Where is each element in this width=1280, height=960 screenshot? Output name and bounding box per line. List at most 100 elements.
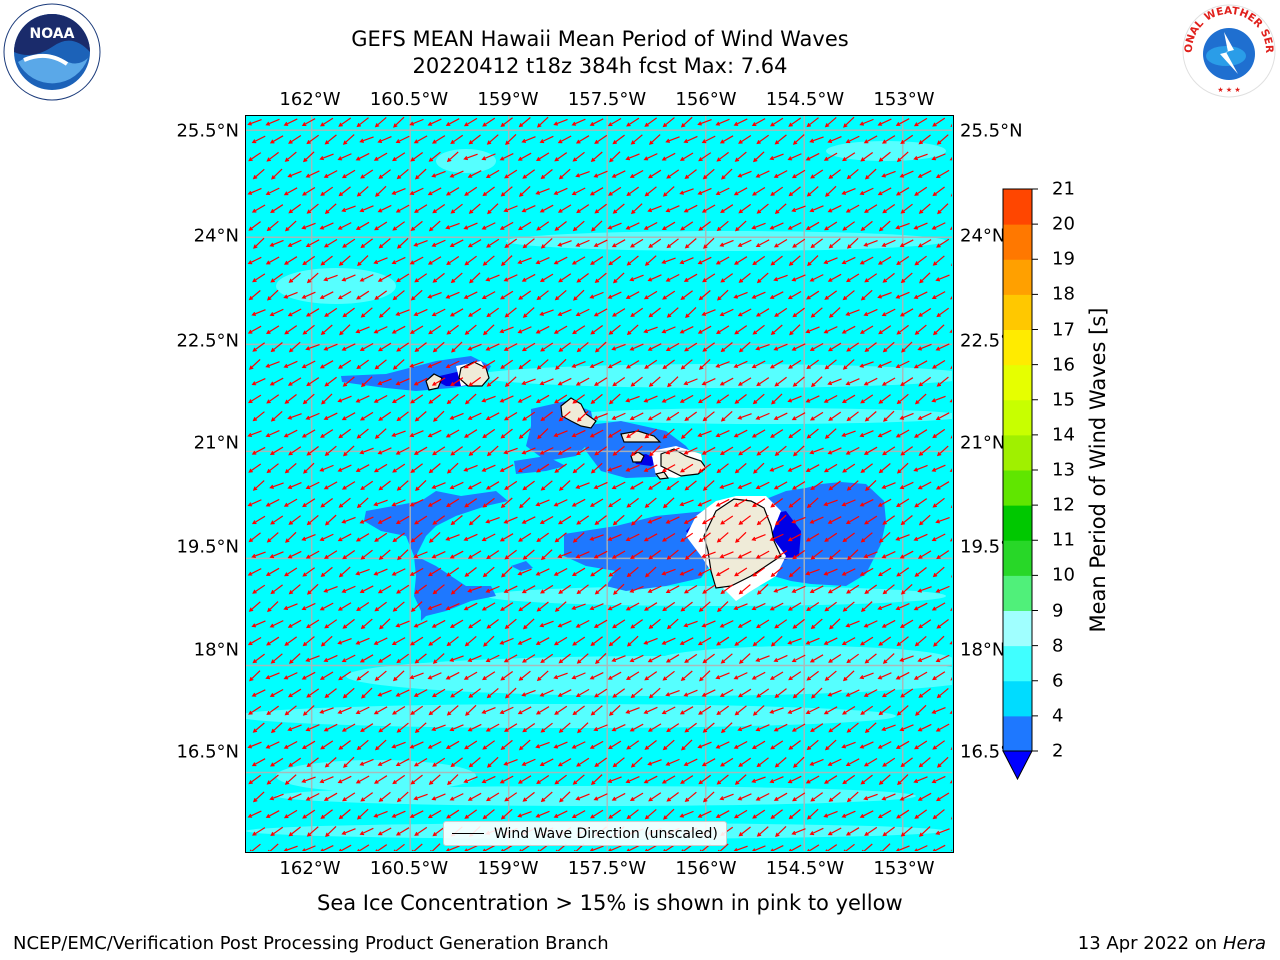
wind-wave-arrow <box>949 398 952 403</box>
wind-wave-arrow <box>643 290 658 300</box>
wind-wave-arrow <box>770 429 784 438</box>
wind-wave-arrow <box>882 584 895 595</box>
wind-wave-arrow <box>878 774 891 785</box>
wind-wave-arrow <box>877 672 892 680</box>
wind-wave-arrow <box>375 844 388 851</box>
wind-wave-arrow <box>792 687 805 699</box>
wind-wave-arrow <box>611 723 626 732</box>
wind-wave-arrow <box>608 845 622 851</box>
wind-wave-arrow <box>503 516 518 524</box>
wind-wave-arrow <box>756 514 769 526</box>
wind-wave-arrow <box>287 308 302 317</box>
wind-wave-arrow <box>319 533 334 541</box>
wind-wave-arrow <box>301 360 316 369</box>
wind-wave-arrow <box>701 377 716 386</box>
wind-wave-arrow <box>248 152 262 162</box>
wind-wave-arrow <box>359 654 374 663</box>
wind-wave-arrow <box>518 670 531 681</box>
wind-wave-arrow <box>717 601 729 613</box>
wind-wave-arrow <box>287 377 302 386</box>
wind-wave-arrow <box>247 187 262 195</box>
wind-wave-arrow <box>698 358 711 370</box>
wind-wave-arrow <box>630 688 643 699</box>
wind-wave-arrow <box>626 117 640 127</box>
wind-wave-arrow <box>828 411 842 421</box>
wind-wave-arrow <box>359 827 374 836</box>
wind-wave-arrow <box>324 376 337 387</box>
wind-wave-arrow <box>251 446 266 455</box>
y-tick-right: 21°N <box>960 432 1006 454</box>
wind-wave-arrow <box>787 222 802 230</box>
wind-wave-arrow <box>251 309 266 316</box>
wind-wave-arrow <box>665 136 680 143</box>
wind-wave-arrow <box>611 343 626 351</box>
wind-wave-arrow <box>396 480 409 491</box>
wind-wave-arrow <box>625 153 640 161</box>
wind-wave-arrow <box>503 205 518 213</box>
wind-wave-arrow <box>720 204 734 213</box>
wind-wave-arrow <box>734 462 747 474</box>
wind-wave-arrow <box>450 203 463 214</box>
y-tick-right: 25.5°N <box>960 120 1023 142</box>
wind-wave-arrow <box>733 187 748 196</box>
x-tick-top: 154.5°W <box>765 89 845 110</box>
wind-wave-arrow <box>395 378 410 386</box>
wind-wave-arrow <box>377 204 392 213</box>
wind-wave-arrow <box>251 377 266 386</box>
wind-wave-arrow <box>917 586 932 593</box>
x-tick-top: 160.5°W <box>369 89 449 110</box>
wind-wave-arrow <box>323 481 338 490</box>
wind-wave-arrow <box>716 705 730 716</box>
wind-wave-arrow <box>306 377 320 387</box>
wind-wave-arrow <box>917 550 932 559</box>
wind-wave-arrow <box>283 603 298 611</box>
y-tick-left: 24°N <box>193 225 239 247</box>
wind-wave-arrow <box>915 704 927 716</box>
wind-wave-arrow <box>360 549 373 560</box>
wind-wave-arrow <box>877 603 892 610</box>
wind-wave-arrow <box>716 463 729 474</box>
wind-wave-arrow <box>882 135 896 144</box>
wind-wave-arrow <box>841 325 856 334</box>
wind-wave-arrow <box>882 653 895 664</box>
wind-wave-arrow <box>680 359 693 370</box>
wind-wave-arrow <box>287 170 302 178</box>
wind-wave-arrow <box>931 395 946 403</box>
wind-wave-arrow <box>522 480 535 491</box>
wind-wave-arrow <box>377 273 392 282</box>
wind-wave-arrow <box>859 118 874 126</box>
wind-wave-arrow <box>464 255 477 266</box>
wind-wave-arrow <box>643 464 658 472</box>
wind-wave-arrow <box>738 203 752 214</box>
wind-wave-arrow <box>287 724 302 732</box>
wind-wave-arrow <box>269 377 284 386</box>
wind-wave-arrow <box>864 722 877 734</box>
wind-wave-arrow <box>661 775 676 784</box>
wind-wave-arrow <box>409 567 424 576</box>
wind-wave-arrow <box>415 480 427 492</box>
x-tick-bottom: 153°W <box>873 858 935 879</box>
wind-wave-arrow <box>266 705 280 716</box>
wind-wave-arrow <box>698 152 712 162</box>
wind-wave-arrow <box>265 498 280 507</box>
wind-wave-arrow <box>751 222 766 230</box>
wind-wave-arrow <box>266 151 279 162</box>
wind-wave-arrow <box>360 376 373 388</box>
wind-wave-arrow <box>373 394 388 403</box>
wind-wave-arrow <box>716 636 730 646</box>
wind-wave-arrow <box>827 585 842 594</box>
wind-wave-arrow <box>360 792 374 802</box>
wind-wave-arrow <box>864 204 878 213</box>
wind-wave-arrow <box>481 291 496 300</box>
wind-wave-arrow <box>900 515 913 526</box>
wind-wave-arrow <box>251 204 266 213</box>
wind-wave-arrow <box>305 170 320 178</box>
wind-wave-arrow <box>301 671 316 680</box>
wind-wave-arrow <box>935 274 950 282</box>
wind-wave-arrow <box>247 636 262 646</box>
wind-wave-arrow <box>536 116 549 128</box>
wind-wave-arrow <box>445 740 460 749</box>
wind-wave-arrow <box>576 446 590 456</box>
wind-wave-arrow <box>377 758 392 766</box>
wind-wave-arrow <box>482 428 496 439</box>
